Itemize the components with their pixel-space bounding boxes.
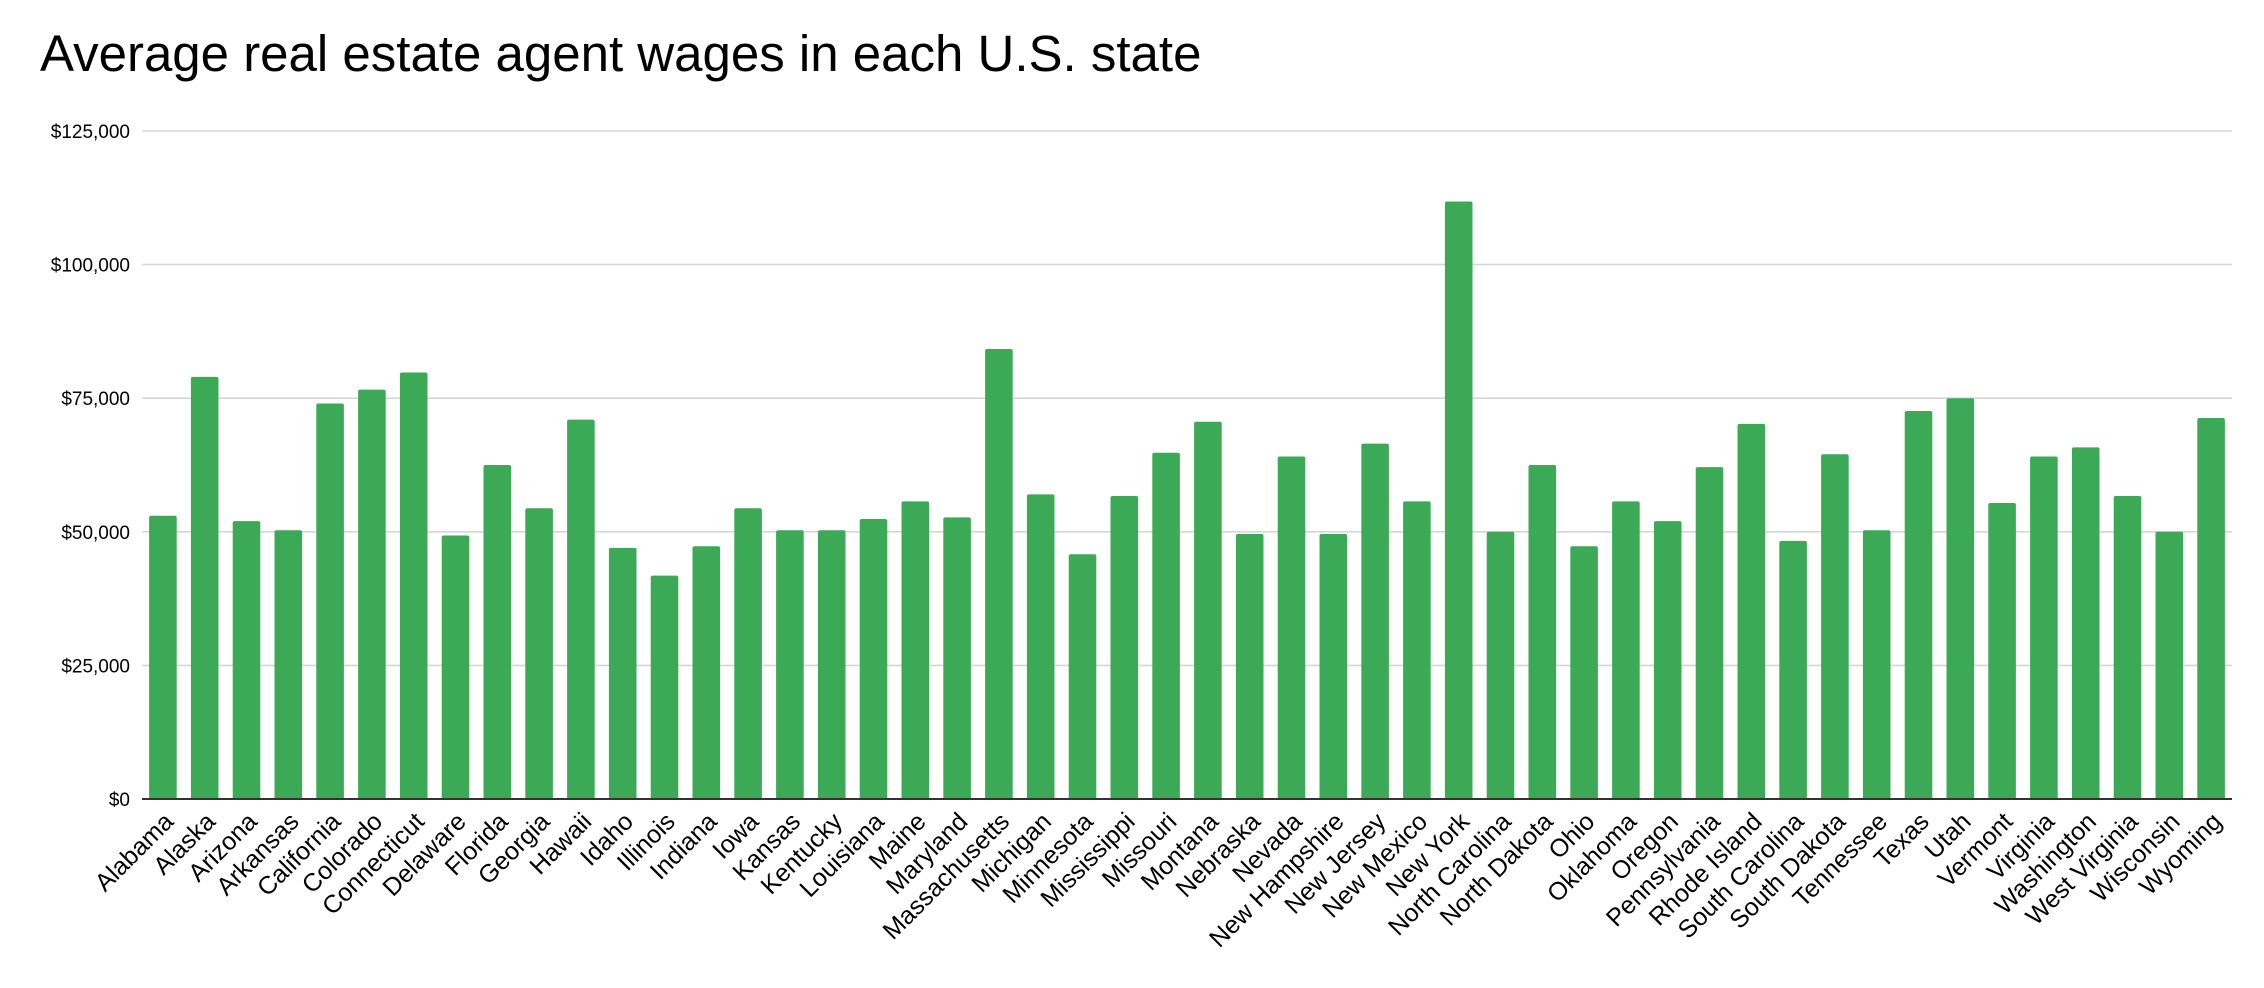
bar-illinois <box>650 575 679 799</box>
y-tick-label: $75,000 <box>61 389 130 410</box>
bar-mississippi <box>1110 495 1139 799</box>
bar-maine <box>901 501 930 799</box>
bar-colorado <box>358 389 386 799</box>
y-axis-ticks: $0 $25,000 $50,000 $75,000 $100,000 $125,000 <box>51 122 130 811</box>
bar-oregon <box>1653 521 1682 799</box>
bar-virginia <box>2030 456 2058 799</box>
bar-louisiana <box>859 518 888 799</box>
bar-new-york <box>1444 201 1473 800</box>
bar-tennessee <box>1862 530 1891 799</box>
bar-montana <box>1194 421 1222 799</box>
bar-michigan <box>1026 494 1055 799</box>
bar-iowa <box>734 508 762 799</box>
bar-rhode-island <box>1737 423 1766 799</box>
bar-new-hampshire <box>1319 533 1348 799</box>
bar-vermont <box>1988 502 2016 799</box>
bar-nevada <box>1277 456 1306 799</box>
bar-north-carolina <box>1486 531 1515 799</box>
y-tick-label: $100,000 <box>51 256 130 277</box>
y-tick-label: $50,000 <box>61 523 130 544</box>
bar-maryland <box>943 517 971 799</box>
bar-california <box>316 403 344 799</box>
bar-texas <box>1904 411 1933 799</box>
y-tick-label: $125,000 <box>51 122 130 143</box>
bar-minnesota <box>1068 554 1097 799</box>
bar-delaware <box>441 535 470 799</box>
bar-kentucky <box>817 530 846 799</box>
bar-utah <box>1946 398 1975 799</box>
bars <box>149 201 2225 800</box>
bar-florida <box>483 465 512 799</box>
bar-oklahoma <box>1612 501 1640 799</box>
bar-idaho <box>608 547 637 799</box>
bar-nebraska <box>1235 533 1264 799</box>
bar-indiana <box>692 546 721 799</box>
bar-arkansas <box>274 530 303 799</box>
bar-massachusetts <box>985 349 1013 799</box>
bar-wisconsin <box>2155 531 2184 799</box>
bar-new-jersey <box>1361 443 1389 799</box>
bar-arizona <box>232 521 261 799</box>
x-axis-labels: AlabamaAlaskaArizonaArkansasCaliforniaCo… <box>90 807 2228 953</box>
y-tick-label: $25,000 <box>61 656 130 677</box>
bar-south-carolina <box>1779 540 1807 799</box>
bar-pennsylvania <box>1695 467 1724 799</box>
bar-georgia <box>525 508 553 799</box>
bar-missouri <box>1152 452 1180 799</box>
bar-alaska <box>190 376 219 799</box>
bar-connecticut <box>399 372 428 799</box>
bar-alabama <box>149 515 177 799</box>
bar-new-mexico <box>1403 501 1431 799</box>
bar-south-dakota <box>1821 454 1849 799</box>
bar-washington <box>2071 447 2100 799</box>
chart-title: Average real estate agent wages in each … <box>40 25 1202 82</box>
bar-north-dakota <box>1528 465 1557 799</box>
bar-ohio <box>1570 546 1598 799</box>
bar-kansas <box>776 530 804 799</box>
bar-wyoming <box>2197 417 2225 799</box>
y-tick-label: $0 <box>109 790 130 811</box>
bar-hawaii <box>567 419 595 799</box>
bar-west-virginia <box>2113 495 2142 799</box>
